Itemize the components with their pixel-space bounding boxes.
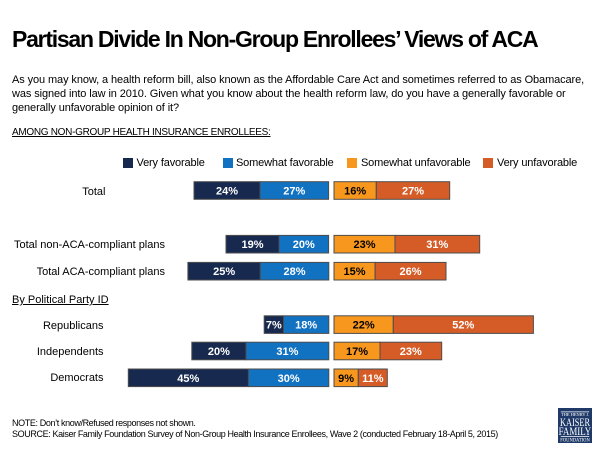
svg-text:KAISER: KAISER: [560, 417, 590, 429]
svg-text:31%: 31%: [276, 346, 298, 358]
svg-text:23%: 23%: [353, 239, 375, 251]
svg-text:FAMILY: FAMILY: [559, 426, 592, 438]
svg-text:23%: 23%: [400, 346, 422, 358]
svg-text:26%: 26%: [399, 266, 421, 278]
svg-text:18%: 18%: [295, 320, 317, 332]
svg-text:28%: 28%: [283, 266, 305, 278]
svg-text:24%: 24%: [216, 186, 238, 198]
svg-text:19%: 19%: [241, 239, 263, 251]
svg-text:25%: 25%: [213, 266, 235, 278]
svg-text:20%: 20%: [208, 346, 230, 358]
svg-text:16%: 16%: [344, 186, 366, 198]
svg-text:27%: 27%: [283, 186, 305, 198]
svg-text:15%: 15%: [343, 266, 365, 278]
svg-text:11%: 11%: [362, 373, 384, 385]
svg-text:9%: 9%: [338, 373, 354, 385]
svg-text:30%: 30%: [278, 373, 300, 385]
svg-text:THE HENRY J.: THE HENRY J.: [561, 412, 589, 417]
svg-text:22%: 22%: [353, 320, 375, 332]
svg-text:20%: 20%: [293, 239, 315, 251]
svg-text:52%: 52%: [452, 320, 474, 332]
svg-text:FOUNDATION: FOUNDATION: [560, 437, 590, 443]
svg-text:7%: 7%: [266, 320, 282, 332]
svg-text:27%: 27%: [402, 186, 424, 198]
svg-text:31%: 31%: [426, 239, 448, 251]
svg-text:45%: 45%: [177, 373, 199, 385]
svg-text:17%: 17%: [346, 346, 368, 358]
